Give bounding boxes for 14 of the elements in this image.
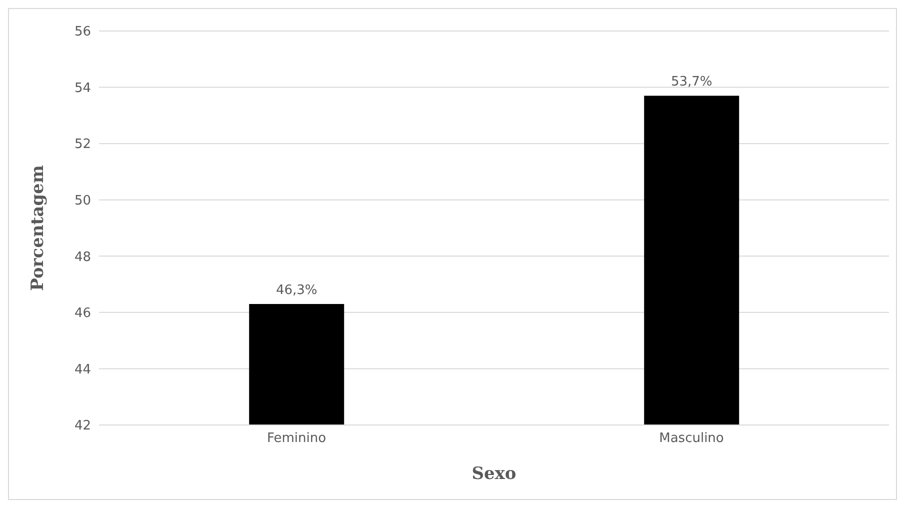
y-tick-label: 52 bbox=[74, 137, 91, 152]
data-label: 46,3% bbox=[276, 282, 318, 298]
y-tick-label: 44 bbox=[74, 362, 91, 378]
x-axis-title: Sexo bbox=[472, 464, 516, 484]
y-tick-label: 54 bbox=[74, 80, 91, 96]
data-label: 53,7% bbox=[670, 74, 712, 90]
y-tick-label: 46 bbox=[74, 306, 91, 322]
y-tick-label: 56 bbox=[74, 24, 91, 40]
y-tick-label: 48 bbox=[74, 250, 91, 265]
x-tick-label: Feminino bbox=[266, 431, 326, 446]
y-tick-label: 50 bbox=[74, 193, 91, 208]
x-tick-label: Masculino bbox=[659, 431, 724, 446]
y-tick-label: 42 bbox=[74, 418, 91, 434]
y-axis-title: Porcentagem bbox=[28, 165, 48, 291]
